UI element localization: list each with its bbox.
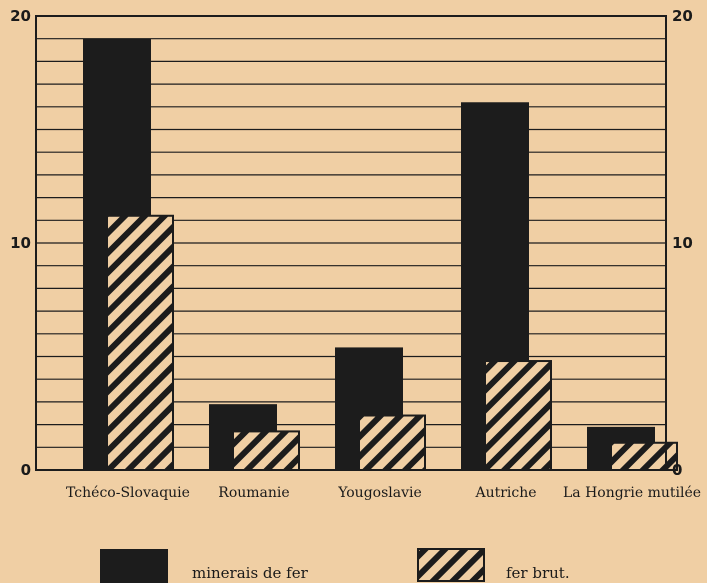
category-label: Tchéco-Slovaquie: [66, 485, 190, 501]
y-tick-label-left: 10: [10, 234, 31, 252]
y-tick-label-left: 20: [10, 7, 31, 25]
plot-frame: [35, 15, 667, 471]
y-tick-label-left: 0: [21, 461, 31, 479]
bar-fer-brut: [358, 414, 426, 471]
bar-fer-brut: [106, 214, 174, 471]
bar-fer-brut: [232, 430, 300, 472]
category-label: Autriche: [474, 485, 536, 501]
y-tick-label-right: 20: [672, 7, 693, 25]
category-label: Roumanie: [218, 485, 289, 501]
legend-label-minerais: minerais de fer: [192, 564, 309, 582]
bar-fer-brut: [610, 441, 678, 472]
category-label: La Hongrie mutilée: [563, 485, 701, 501]
category-labels: Tchéco-Slovaquie Roumanie Yougoslavie Autri…: [66, 485, 701, 501]
y-tick-label-right: 0: [672, 461, 682, 479]
bar-fer-brut: [484, 360, 552, 472]
legend-swatch-fer-brut: [417, 548, 485, 582]
axis-ticks: 0 10 20 0 10 20: [10, 7, 693, 479]
legend: minerais de fer fer brut.: [100, 548, 570, 583]
legend-label-fer-brut: fer brut.: [506, 564, 570, 582]
y-tick-label-right: 10: [672, 234, 693, 252]
bars: [83, 38, 678, 472]
legend-swatch-minerais: [100, 549, 168, 583]
category-label: Yougoslavie: [337, 485, 422, 501]
